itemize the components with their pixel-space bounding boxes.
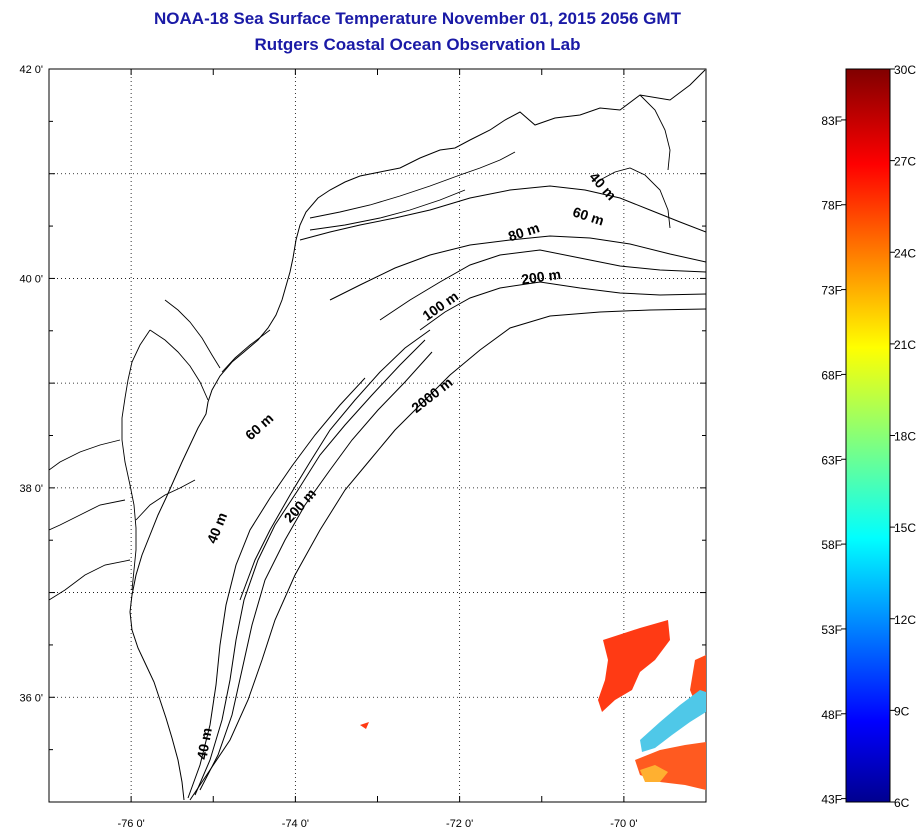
fahrenheit-label: 73F bbox=[821, 284, 842, 298]
lat-label: 38 0' bbox=[19, 483, 43, 495]
sst-data-patches bbox=[360, 620, 706, 790]
lon-label: -76 0' bbox=[118, 818, 145, 830]
long-island-outline bbox=[309, 151, 516, 231]
axis-tick-labels: 42 0' 40 0' 38 0' 36 0' -76 0' -74 0' -72 0' -7… bbox=[19, 64, 637, 830]
delaware-bay-outline bbox=[164, 299, 271, 373]
isobath-200m-north bbox=[419, 281, 706, 331]
fahrenheit-label: 78F bbox=[821, 199, 842, 213]
fahrenheit-label: 83F bbox=[821, 114, 842, 128]
sst-patch-cool-band bbox=[640, 690, 706, 752]
lon-label: -72 0' bbox=[446, 818, 473, 830]
fahrenheit-label: 48F bbox=[821, 708, 842, 722]
celsius-label: 27C bbox=[894, 155, 916, 169]
fahrenheit-label: 43F bbox=[821, 793, 842, 807]
map-frame bbox=[48, 68, 707, 803]
celsius-label: 18C bbox=[894, 430, 916, 444]
sst-patch-south-yellow bbox=[640, 765, 668, 782]
chesapeake-bay-outline bbox=[49, 329, 209, 601]
fahrenheit-label: 68F bbox=[821, 368, 842, 382]
celsius-label: 21C bbox=[894, 338, 916, 352]
colorbar-labels: 30C 27C 24C 21C 18C 15C 12C 9C 6C 83F 78F 73F 68F 63F… bbox=[821, 63, 916, 810]
celsius-label: 9C bbox=[894, 704, 910, 718]
isobath-200m-south bbox=[199, 351, 433, 791]
cape-cod-outline bbox=[599, 94, 671, 229]
fahrenheit-label: 63F bbox=[821, 453, 842, 467]
isobath-40m-south bbox=[187, 377, 366, 799]
celsius-label: 15C bbox=[894, 521, 916, 535]
map-title: NOAA-18 Sea Surface Temperature November… bbox=[154, 9, 681, 28]
contour-label: 40 m bbox=[194, 726, 215, 760]
fahrenheit-label: 58F bbox=[821, 538, 842, 552]
isobath-2000m bbox=[189, 308, 706, 801]
coastline bbox=[129, 69, 706, 801]
lon-label: -74 0' bbox=[282, 818, 309, 830]
lat-label: 42 0' bbox=[19, 64, 43, 76]
celsius-label: 6C bbox=[894, 796, 910, 810]
lon-label: -70 0' bbox=[610, 818, 637, 830]
isobath-60m-north bbox=[329, 235, 706, 301]
celsius-label: 30C bbox=[894, 63, 916, 77]
isobath-60m-south bbox=[194, 339, 426, 796]
lat-label: 40 0' bbox=[19, 273, 43, 285]
map-subtitle: Rutgers Coastal Ocean Observation Lab bbox=[254, 35, 581, 54]
isobath-80m bbox=[379, 249, 706, 321]
sst-speck bbox=[360, 722, 369, 729]
celsius-label: 12C bbox=[894, 613, 916, 627]
contour-label: 200 m bbox=[520, 266, 562, 287]
sst-patch-warm-main bbox=[598, 620, 670, 712]
celsius-label: 24C bbox=[894, 246, 916, 260]
isobath-40m-north bbox=[299, 185, 706, 241]
fahrenheit-label: 53F bbox=[821, 623, 842, 637]
isobath-100m bbox=[239, 329, 431, 601]
lat-label: 36 0' bbox=[19, 692, 43, 704]
colorbar bbox=[845, 68, 891, 803]
